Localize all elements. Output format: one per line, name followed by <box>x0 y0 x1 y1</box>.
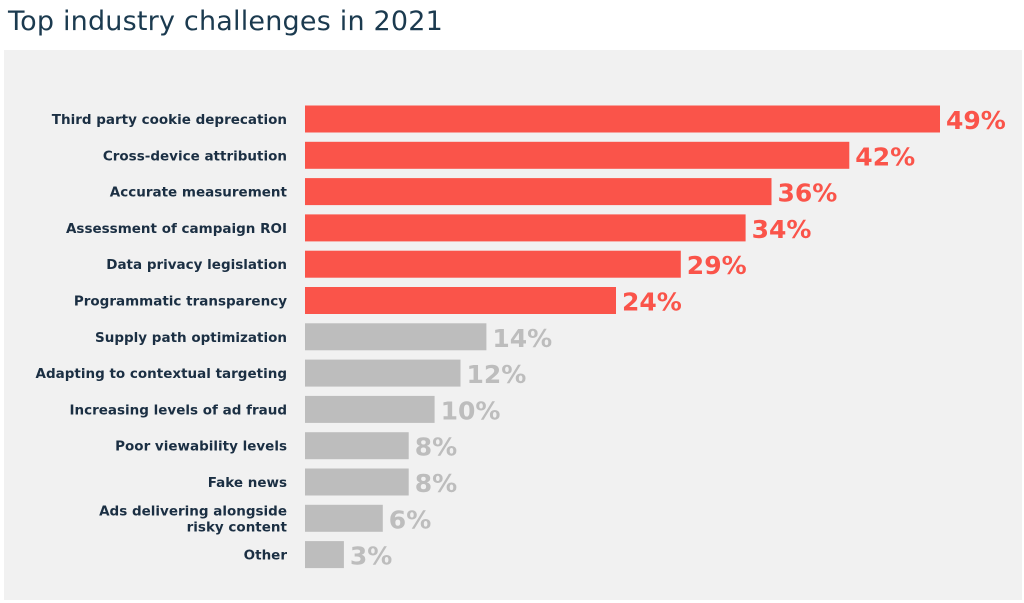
category-label: Cross-device attribution <box>103 148 287 164</box>
value-label: 8% <box>415 433 457 462</box>
chart-panel: Third party cookie deprecation Cross-devi… <box>4 50 1022 600</box>
value-label: 34% <box>752 215 812 244</box>
category-label: Assessment of campaign ROI <box>66 221 287 237</box>
category-label: Increasing levels of ad fraud <box>69 402 287 418</box>
value-label: 3% <box>350 542 392 571</box>
value-labels: 49% 42% 36% 34%29%24% 14% 12% 10% 8% 8% 6% 3% <box>350 106 1006 571</box>
bar <box>305 468 409 496</box>
category-label: Poor viewability levels <box>115 439 287 455</box>
value-label: 8% <box>415 469 457 498</box>
category-label: Accurate measurement <box>110 185 288 201</box>
bar <box>305 105 940 133</box>
bar <box>305 178 772 206</box>
category-labels: Third party cookie deprecation Cross-devi… <box>36 112 288 564</box>
bar <box>305 141 850 169</box>
bar <box>305 214 746 242</box>
value-label: 42% <box>855 142 915 171</box>
bars <box>305 105 940 569</box>
chart-title: Top industry challenges in 2021 <box>8 6 444 37</box>
category-label: Fake news <box>208 475 287 491</box>
value-label: 36% <box>778 179 838 208</box>
value-label: 6% <box>389 505 431 534</box>
category-label: Supply path optimization <box>95 330 287 346</box>
bar <box>305 359 461 387</box>
bar <box>305 250 681 278</box>
value-label: 49% <box>946 106 1006 135</box>
value-label: 24% <box>622 288 682 317</box>
category-label: Adapting to contextual targeting <box>36 366 287 382</box>
bar <box>305 323 487 351</box>
bar <box>305 395 435 423</box>
value-label: 14% <box>492 324 552 353</box>
category-label: Programmatic transparency <box>74 294 287 310</box>
bar-chart: Third party cookie deprecation Cross-devi… <box>36 105 1006 571</box>
bar <box>305 287 616 314</box>
bar <box>305 432 409 460</box>
value-label: 12% <box>467 360 527 389</box>
category-label: Third party cookie deprecation <box>52 112 287 128</box>
category-label: Other <box>244 548 288 564</box>
bar <box>305 504 383 532</box>
category-label: Ads delivering alongside risky content <box>99 503 287 535</box>
value-label: 10% <box>441 396 501 425</box>
value-label: 29% <box>687 251 747 280</box>
bar <box>305 541 344 569</box>
category-label: Data privacy legislation <box>106 257 287 273</box>
